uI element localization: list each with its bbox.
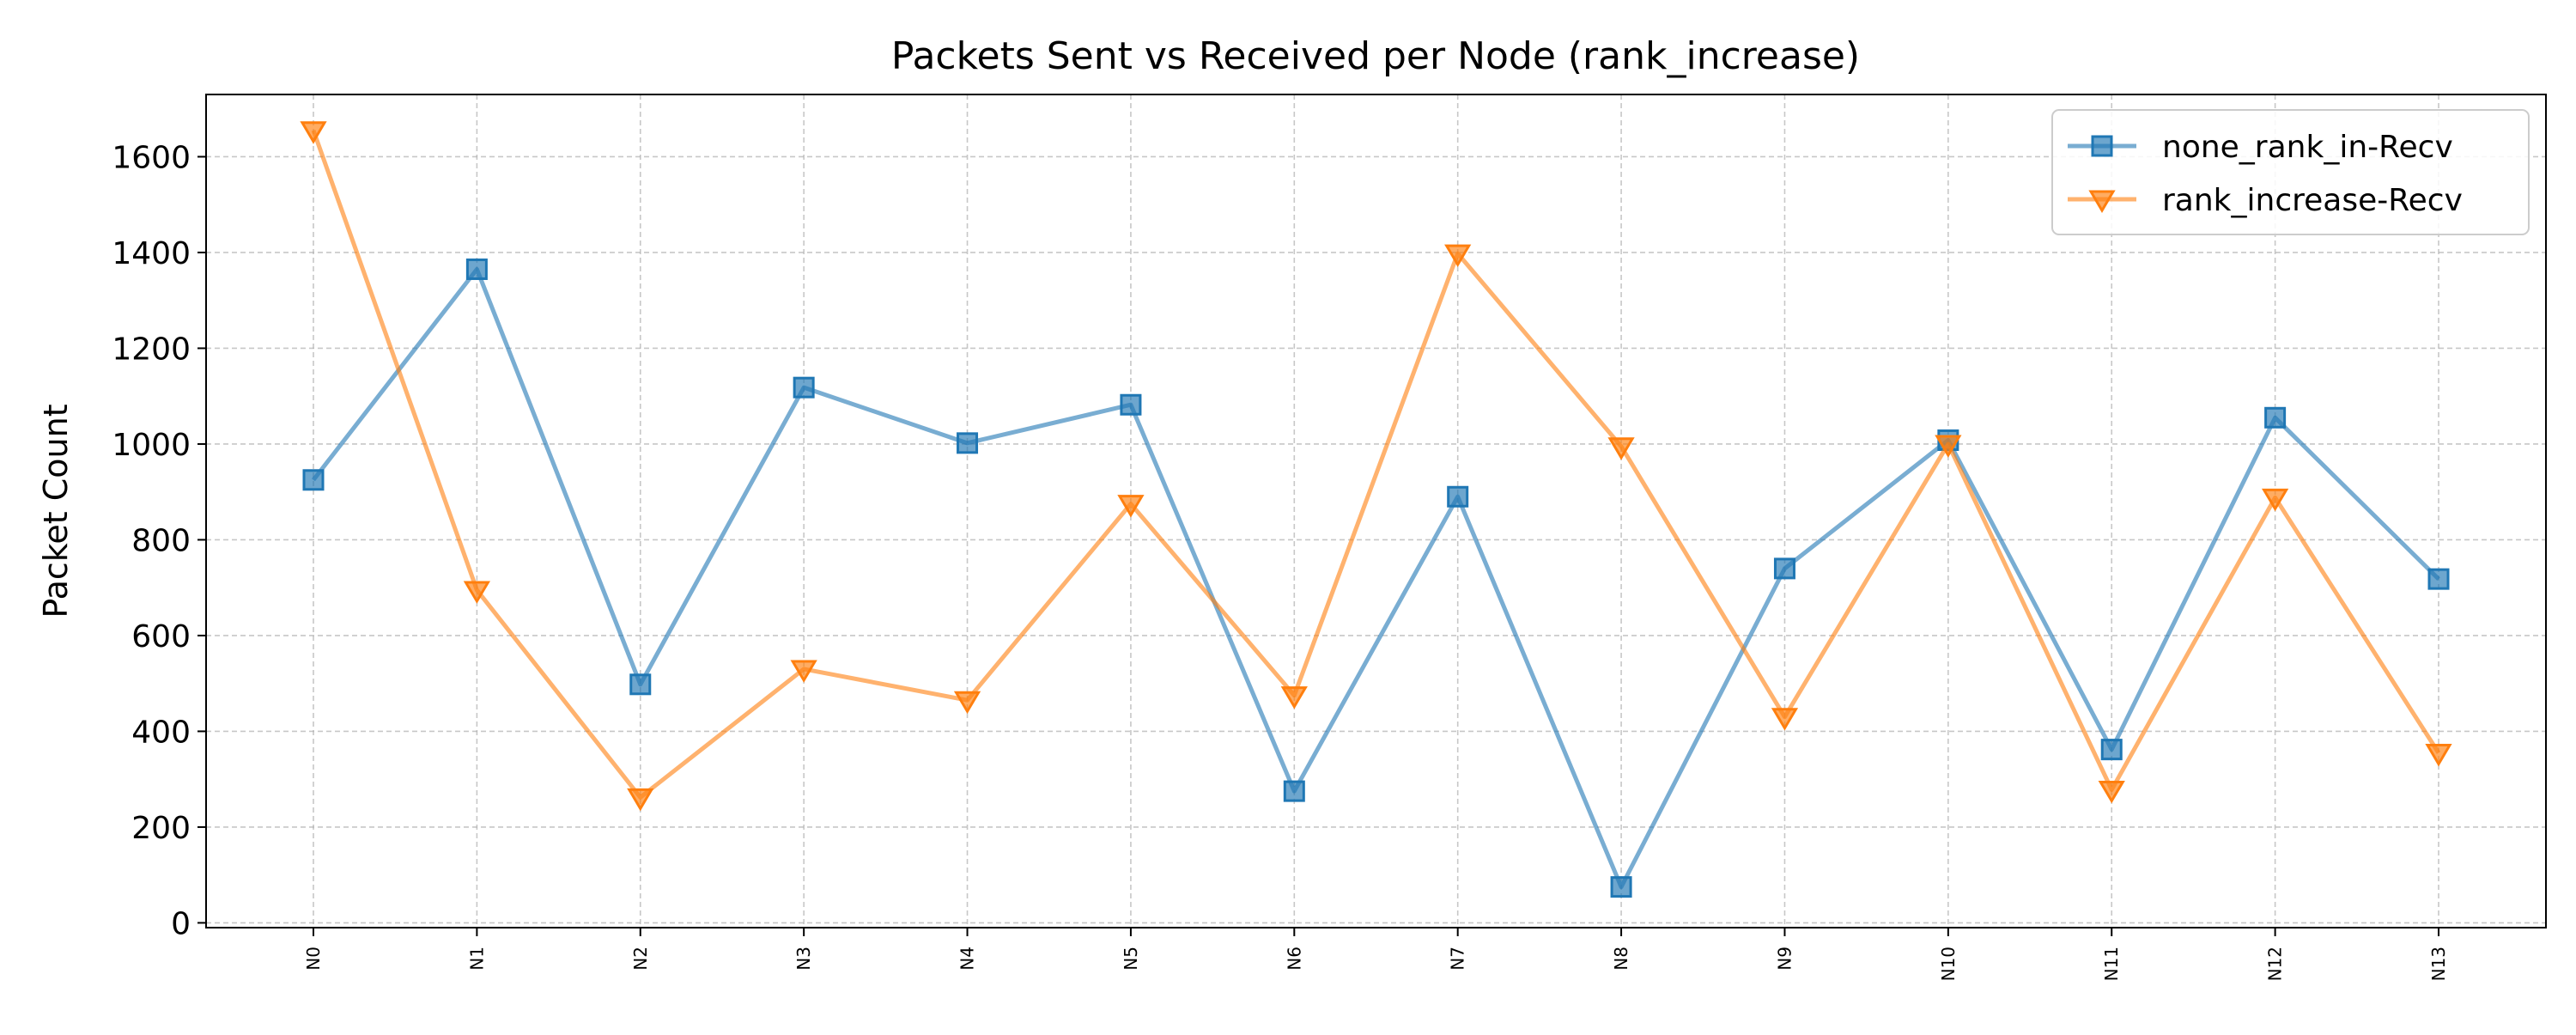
legend-item: none_rank_in-Recv (2068, 130, 2453, 165)
y-tick-label: 1600 (112, 140, 191, 175)
x-tick-label: N6 (1284, 947, 1304, 971)
y-tick-label: 0 (171, 906, 191, 941)
y-tick-label: 400 (131, 715, 191, 750)
data-point-square (2264, 406, 2287, 429)
chart-title: Packets Sent vs Received per Node (rank_… (891, 34, 1860, 78)
y-tick-label: 600 (131, 619, 191, 654)
data-point-triangle (1607, 437, 1635, 460)
x-tick-label: N7 (1448, 947, 1468, 971)
legend-label: none_rank_in-Recv (2162, 130, 2453, 165)
data-point-square (629, 673, 652, 696)
x-tick-label: N5 (1121, 947, 1141, 971)
data-point-triangle (2261, 488, 2289, 512)
data-point-square (2100, 739, 2123, 761)
legend-label: rank_increase-Recv (2162, 183, 2463, 218)
legend-item: rank_increase-Recv (2068, 183, 2463, 218)
x-tick-label: N13 (2428, 947, 2449, 981)
data-point-triangle (790, 660, 817, 683)
data-point-square (1447, 485, 1469, 508)
x-tick-label: N12 (2265, 947, 2286, 981)
data-point-square (1773, 557, 1795, 580)
x-tick-label: N10 (1938, 947, 1959, 981)
x-tick-label: N2 (630, 947, 651, 971)
data-point-triangle (2088, 190, 2116, 213)
data-point-square (1120, 393, 1142, 416)
data-point-triangle (1117, 495, 1145, 518)
x-tick-label: N4 (957, 947, 978, 971)
data-point-triangle (1444, 244, 1472, 268)
data-point-triangle (300, 121, 327, 144)
data-point-triangle (1280, 686, 1308, 709)
data-point-triangle (1771, 708, 1799, 731)
y-tick-label: 1200 (112, 332, 191, 367)
series-rank-increase-recv (300, 121, 2452, 812)
data-point-square (793, 376, 815, 399)
x-tick-label: N9 (1774, 947, 1795, 971)
y-tick-label: 800 (131, 523, 191, 558)
y-tick-label: 1400 (112, 236, 191, 271)
series-none-rank-in-recv (302, 258, 2450, 898)
data-point-triangle (627, 788, 654, 812)
series-line (312, 266, 2440, 890)
grid-lines (206, 94, 2546, 928)
y-tick-label: 1000 (112, 428, 191, 463)
legend-box (2051, 109, 2530, 235)
data-point-triangle (463, 581, 491, 604)
x-tick-label: N1 (466, 947, 487, 971)
x-tick-label: N8 (1611, 947, 1631, 971)
data-point-square (2427, 568, 2450, 590)
data-point-square (465, 258, 488, 280)
data-point-square (1610, 876, 1632, 898)
legend: none_rank_in-Recv rank_increase-Recv (2051, 109, 2530, 235)
axes: 0 200 400 600 800 1000 1200 1400 1600 N0 N1 N2 N3 N4 N… (112, 94, 2547, 981)
data-point-square (302, 469, 325, 491)
plot-area-frame (205, 94, 2547, 928)
data-series (300, 121, 2452, 898)
data-point-triangle (1935, 435, 1962, 458)
data-point-square (957, 432, 979, 454)
y-axis-label: Packet Count (37, 404, 75, 618)
data-point-square (1283, 780, 1305, 802)
data-point-square (2091, 135, 2113, 157)
x-tick-label: N0 (303, 947, 324, 971)
x-tick-label: N3 (793, 947, 814, 971)
x-tick-label: N11 (2101, 947, 2122, 981)
data-point-triangle (953, 691, 981, 715)
data-point-triangle (2425, 744, 2452, 767)
y-tick-label: 200 (131, 811, 191, 846)
series-line (311, 129, 2441, 800)
data-point-triangle (2098, 780, 2125, 804)
